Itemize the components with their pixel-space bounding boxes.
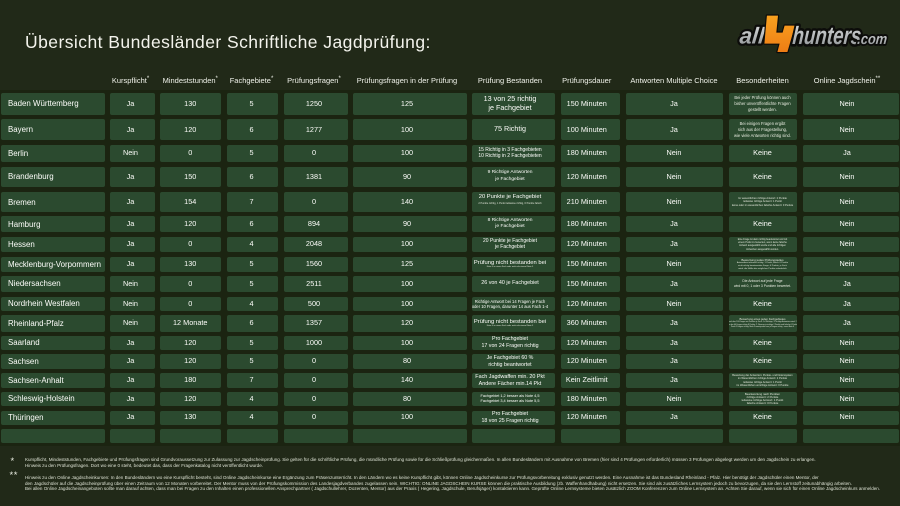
svg-text:all: all: [738, 22, 766, 48]
svg-text:.com: .com: [857, 30, 888, 47]
svg-text:hunters: hunters: [792, 21, 863, 49]
